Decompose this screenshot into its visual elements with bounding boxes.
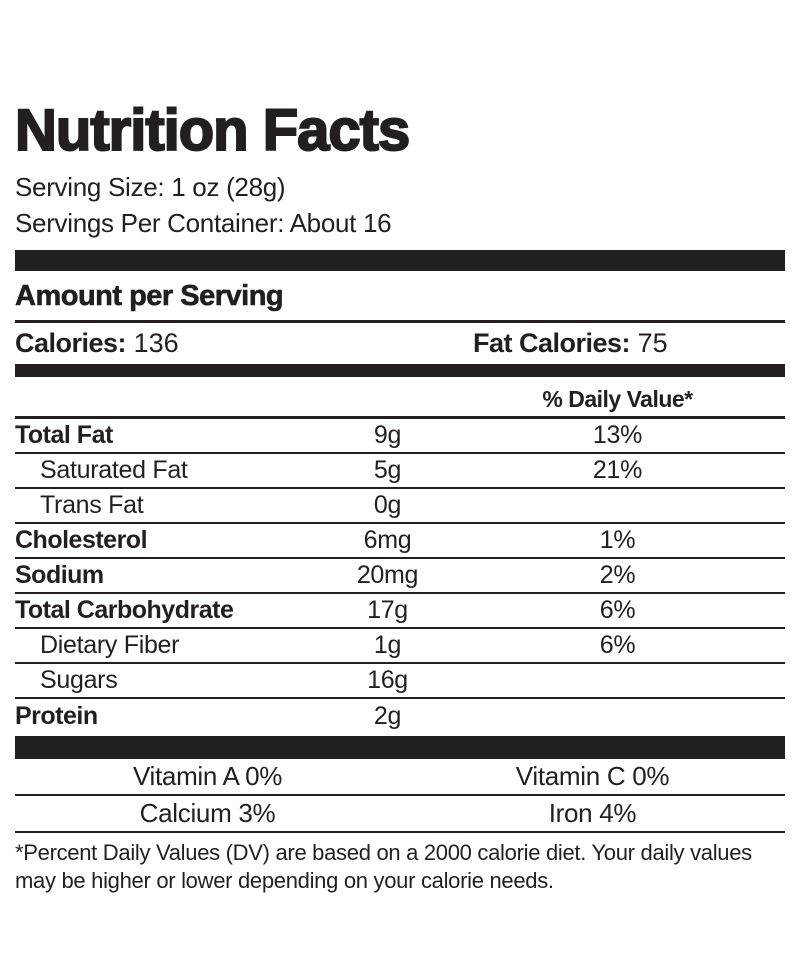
table-row: Total Carbohydrate 17g 6% [15,594,785,629]
micronutrient-table: Vitamin A 0% Vitamin C 0% Calcium 3% Iro… [15,759,785,833]
nutrient-table: Total Fat 9g 13% Saturated Fat 5g 21% Tr… [15,419,785,734]
table-row: Saturated Fat 5g 21% [15,454,785,489]
micronutrient-right: Vitamin C 0% [515,760,670,791]
section-divider-bar-bottom [15,735,785,759]
table-row: Cholesterol 6mg 1% [15,524,785,559]
table-row: Protein 2g [15,699,785,734]
nutrient-name: Protein [15,701,98,730]
serving-size: Serving Size: 1 oz (28g) [15,171,286,202]
table-row: Sodium 20mg 2% [15,559,785,594]
nutrient-name: Total Carbohydrate [15,595,234,624]
nutrient-name: Dietary Fiber [40,630,180,659]
nutrient-amount: 0g [373,490,402,519]
nutrient-amount: 1g [373,630,402,659]
micronutrient-left: Calcium 3% [139,797,276,828]
nutrient-amount: 16g [367,665,408,694]
calories-value: 136 [133,327,179,358]
nutrient-amount: 9g [373,420,402,449]
nutrient-daily-value: 21% [592,455,643,484]
calories: Calories: 136 [15,328,179,358]
nutrient-daily-value: 6% [599,630,636,659]
table-row: Dietary Fiber 1g 6% [15,629,785,664]
table-row: Sugars 16g [15,664,785,699]
nutrient-daily-value: 2% [599,560,636,589]
nutrient-amount: 2g [373,701,402,730]
calories-label: Calories: [15,327,127,358]
nutrient-name: Sugars [40,665,118,694]
serving-info: Serving Size: 1 oz (28g) Servings Per Co… [15,169,785,241]
nutrient-daily-value: 13% [592,420,643,449]
fat-calories-value: 75 [637,327,668,358]
nutrient-name: Cholesterol [15,525,148,554]
nutrient-daily-value: 6% [599,595,636,624]
label-title: Nutrition Facts [14,98,411,163]
nutrient-name: Sodium [15,560,104,589]
fat-calories: Fat Calories: 75 [473,328,668,358]
nutrient-amount: 20mg [356,560,419,589]
daily-value-footnote: *Percent Daily Values (DV) are based on … [15,839,752,893]
table-row: Calcium 3% Iron 4% [15,796,785,833]
servings-per-container: Servings Per Container: About 16 [15,207,392,238]
nutrient-name: Saturated Fat [40,455,188,484]
daily-value-header: % Daily Value* [542,385,693,412]
section-divider-bar-top [15,249,785,271]
fat-calories-label: Fat Calories: [473,327,631,358]
section-divider-bar-middle [15,363,785,377]
nutrition-facts-label: Nutrition Facts Serving Size: 1 oz (28g)… [14,0,785,895]
micronutrient-left: Vitamin A 0% [132,760,283,791]
nutrient-name: Trans Fat [40,490,144,519]
amount-per-serving-heading: Amount per Serving [15,280,785,323]
micronutrient-right: Iron 4% [548,797,637,828]
nutrient-amount: 17g [367,595,408,624]
nutrient-amount: 6mg [363,525,412,554]
table-row: Total Fat 9g 13% [15,419,785,454]
table-row: Trans Fat 0g [15,489,785,524]
nutrient-name: Total Fat [15,420,113,449]
nutrient-amount: 5g [373,455,402,484]
calories-row: Calories: 136 Fat Calories: 75 [15,323,785,364]
table-row: Vitamin A 0% Vitamin C 0% [15,759,785,796]
nutrient-daily-value: 1% [599,525,636,554]
daily-value-header-row: % Daily Value* [15,377,785,419]
